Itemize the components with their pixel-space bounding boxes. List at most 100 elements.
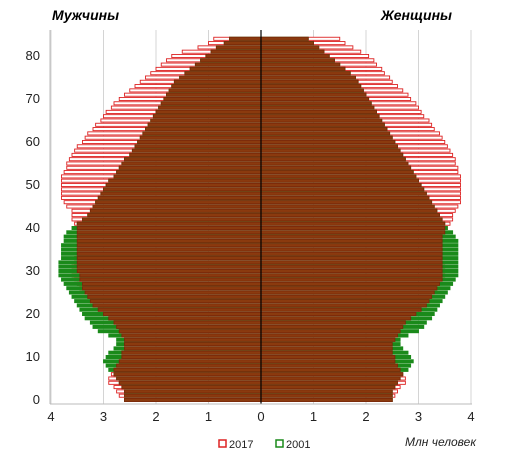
bar-men-common-age-26 <box>82 286 262 291</box>
bar-men-common-age-69 <box>160 101 262 106</box>
bar-women-common-age-57 <box>260 152 404 157</box>
bar-women-common-age-37 <box>260 238 443 243</box>
bar-women-common-age-78 <box>260 62 341 67</box>
bar-women-common-age-62 <box>260 131 391 136</box>
bar-men-common-age-37 <box>76 238 262 243</box>
bar-men-common-age-28 <box>79 277 262 282</box>
bar-women-common-age-43 <box>260 213 440 218</box>
bar-men-common-age-1 <box>124 393 262 398</box>
bar-men-common-age-52 <box>113 174 262 179</box>
bar-women-common-age-40 <box>260 225 446 230</box>
y-tick-label: 10 <box>26 349 40 364</box>
bar-men-common-age-8 <box>116 363 262 368</box>
bar-men-common-age-68 <box>158 105 262 110</box>
bar-women-common-age-2 <box>260 389 393 394</box>
bar-women-common-age-54 <box>260 165 412 170</box>
y-tick-label: 40 <box>26 220 40 235</box>
bar-men-common-age-62 <box>142 131 262 136</box>
bar-women-common-age-13 <box>260 342 393 347</box>
bar-women-common-age-38 <box>260 234 443 239</box>
bar-men-common-age-76 <box>184 71 262 76</box>
bar-men-common-age-14 <box>124 337 262 342</box>
bar-women-common-age-44 <box>260 208 438 213</box>
bar-men-common-age-80 <box>205 54 262 59</box>
men-label: Мужчины <box>52 7 119 23</box>
bar-women-common-age-9 <box>260 359 396 364</box>
bar-women-common-age-32 <box>260 260 443 265</box>
bar-women-common-age-60 <box>260 139 396 144</box>
bar-men-common-age-75 <box>179 75 262 80</box>
x-tick-label-right: 3 <box>415 409 422 424</box>
bar-women-common-age-51 <box>260 178 419 183</box>
bar-women-common-age-10 <box>260 355 396 360</box>
bar-women-common-age-71 <box>260 92 367 97</box>
bar-men-common-age-19 <box>108 316 262 321</box>
bar-women-common-age-65 <box>260 118 383 123</box>
bar-men-common-age-16 <box>118 329 262 334</box>
y-tick-label: 70 <box>26 91 40 106</box>
bar-women-common-age-24 <box>260 294 433 299</box>
bar-women-common-age-58 <box>260 148 401 153</box>
bar-women-common-age-27 <box>260 281 440 286</box>
bar-women-common-age-56 <box>260 157 406 162</box>
bar-men-common-age-21 <box>97 307 262 312</box>
x-tick-label-right: 1 <box>310 409 317 424</box>
bar-women-common-age-61 <box>260 135 393 140</box>
bar-men-common-age-49 <box>103 187 262 192</box>
bar-women-common-age-29 <box>260 273 443 278</box>
bar-women-common-age-77 <box>260 66 346 71</box>
bar-men-common-age-22 <box>92 303 262 308</box>
bar-men-common-age-42 <box>82 217 262 222</box>
bar-men-common-age-54 <box>118 165 262 170</box>
bar-men-common-age-10 <box>121 355 262 360</box>
bar-women-common-age-21 <box>260 307 422 312</box>
bar-men-common-age-15 <box>121 333 262 338</box>
bar-men-common-age-60 <box>137 139 262 144</box>
bar-women-common-age-19 <box>260 316 412 321</box>
bar-men-common-age-32 <box>76 260 262 265</box>
bar-women-common-age-45 <box>260 204 435 209</box>
bar-men-common-age-25 <box>84 290 262 295</box>
bar-women-common-age-49 <box>260 187 425 192</box>
bar-men-common-age-17 <box>116 324 262 329</box>
bar-men-common-age-11 <box>121 350 262 355</box>
bar-women-common-age-30 <box>260 269 443 274</box>
women-label: Женщины <box>380 7 452 23</box>
x-tick-label-left: 2 <box>152 409 159 424</box>
bar-women-common-age-75 <box>260 75 356 80</box>
bar-men-common-age-5 <box>116 376 262 381</box>
x-tick-label-left: 4 <box>47 409 54 424</box>
x-tick-label-left: 1 <box>205 409 212 424</box>
bar-women-common-age-79 <box>260 58 335 63</box>
bar-men-common-age-2 <box>124 389 262 394</box>
bar-men-common-age-66 <box>152 114 262 119</box>
bar-women-common-age-22 <box>260 303 427 308</box>
bar-men-common-age-3 <box>121 385 262 390</box>
bar-women-common-age-8 <box>260 363 398 368</box>
bar-men-common-age-34 <box>76 251 262 256</box>
bar-men-common-age-79 <box>200 58 262 63</box>
bar-men-common-age-59 <box>134 144 262 149</box>
bar-men-common-age-33 <box>76 256 262 261</box>
bar-women-common-age-50 <box>260 182 422 187</box>
bar-men-common-age-48 <box>100 191 262 196</box>
bar-men-common-age-77 <box>189 66 262 71</box>
bar-women-common-age-84 <box>260 36 309 41</box>
bar-men-common-age-38 <box>76 234 262 239</box>
bar-men-common-age-82 <box>215 45 262 50</box>
bar-women-common-age-69 <box>260 101 372 106</box>
bar-men-common-age-31 <box>76 264 262 269</box>
bar-men-common-age-81 <box>210 49 262 54</box>
bar-women-common-age-67 <box>260 109 377 114</box>
bar-men-common-age-72 <box>168 88 262 93</box>
bar-men-common-age-83 <box>223 41 262 46</box>
y-tick-label: 30 <box>26 263 40 278</box>
bar-men-common-age-67 <box>155 109 262 114</box>
legend-label-2001: 2001 <box>286 439 310 451</box>
y-tick-label: 60 <box>26 134 40 149</box>
bar-men-common-age-71 <box>166 92 262 97</box>
bar-women-common-age-25 <box>260 290 435 295</box>
bar-women-common-age-4 <box>260 380 398 385</box>
bar-women-common-age-52 <box>260 174 417 179</box>
